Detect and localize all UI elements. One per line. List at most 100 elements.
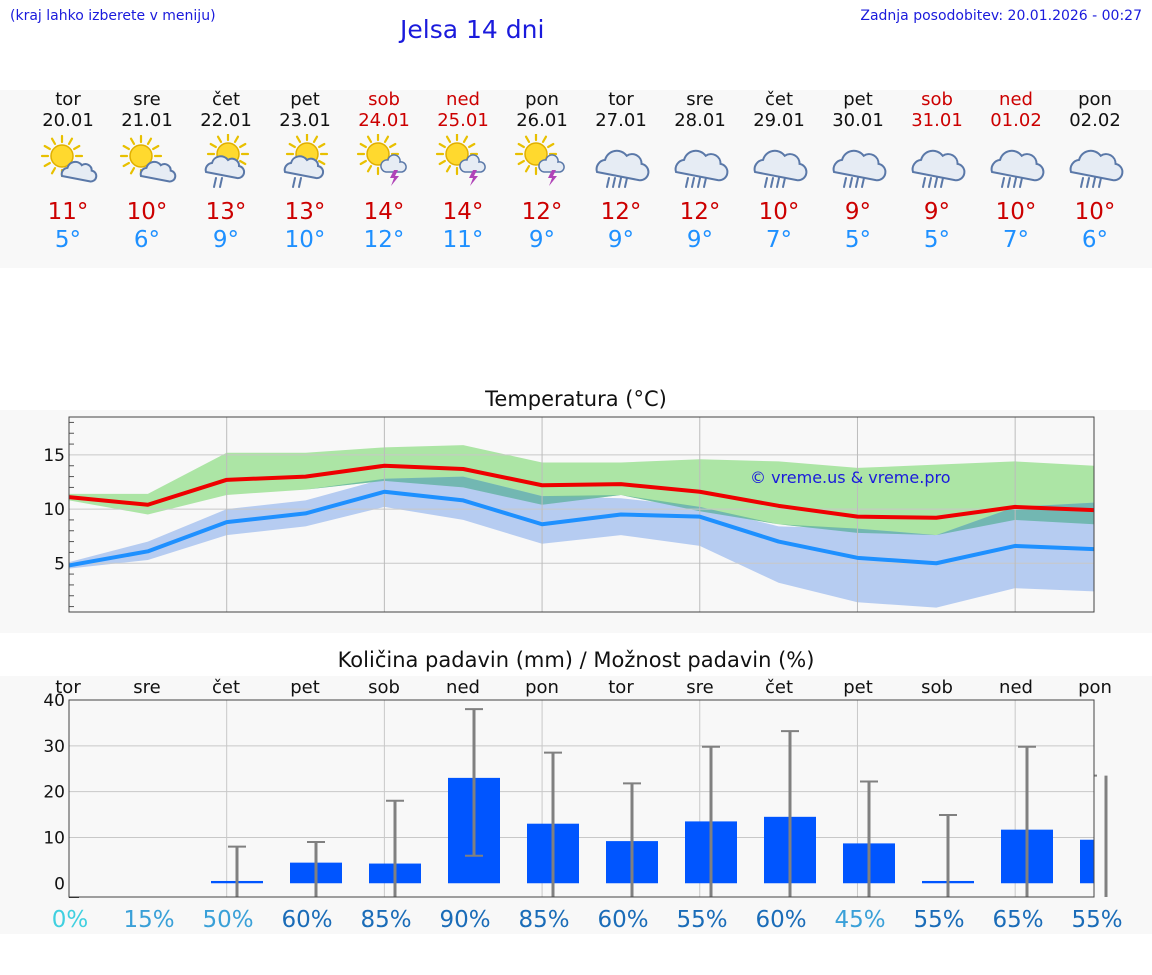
day-column[interactable]: pon 02.02 10° 6° (1055, 90, 1135, 254)
min-temperature-line (68, 489, 1095, 568)
page-title: Jelsa 14 dni (400, 15, 545, 44)
day-date: 02.02 (1069, 110, 1121, 131)
precip-probability: 50% (202, 907, 253, 933)
y-tick-label: 5 (54, 554, 65, 574)
day-label: sob (368, 677, 400, 698)
day-column[interactable]: tor 27.01 12° 9° (581, 90, 661, 254)
day-column[interactable]: pon 26.01 12° 9° (502, 90, 582, 254)
sun-rain-icon (275, 132, 335, 194)
day-label: čet (212, 677, 240, 698)
precip-probability: 85% (360, 907, 411, 933)
max-temperature: 10° (1074, 199, 1116, 225)
max-temperature: 12° (679, 199, 721, 225)
y-tick-label: 0 (54, 874, 65, 894)
day-name: pet (290, 89, 320, 110)
day-column[interactable]: čet 22.01 13° 9° (186, 90, 266, 254)
max-temperature: 10° (758, 199, 800, 225)
day-date: 28.01 (674, 110, 726, 131)
day-name: pon (525, 89, 559, 110)
precip-probability: 55% (676, 907, 727, 933)
day-label: sob (921, 677, 953, 698)
precip-probability: 65% (992, 907, 1043, 933)
y-tick-label: 10 (43, 500, 65, 520)
max-temperature: 14° (442, 199, 484, 225)
precipitation-chart-title: Količina padavin (mm) / Možnost padavin … (337, 648, 815, 672)
day-column[interactable]: pet 30.01 9° 5° (818, 90, 898, 254)
rain-cloud-icon (591, 134, 651, 194)
day-name: sob (921, 89, 953, 110)
max-temperature: 14° (363, 199, 405, 225)
day-label: sre (133, 677, 160, 698)
day-label: pet (843, 677, 873, 698)
min-temperature: 11° (442, 227, 484, 253)
day-date: 29.01 (753, 110, 805, 131)
sun-rain-icon (196, 132, 256, 194)
min-temperature: 5° (923, 227, 951, 253)
day-column[interactable]: čet 29.01 10° 7° (739, 90, 819, 254)
plot-frame (68, 416, 1095, 613)
day-date: 22.01 (200, 110, 252, 131)
y-tick-label: 15 (43, 446, 65, 466)
min-temperature: 7° (765, 227, 793, 253)
precip-probability: 15% (123, 907, 174, 933)
min-temperature: 5° (54, 227, 82, 253)
day-date: 25.01 (437, 110, 489, 131)
day-column[interactable]: sob 24.01 14° 12° (344, 90, 424, 254)
temperature-chart: 5 10 15 © vreme.us & vreme.pro (43, 416, 1095, 613)
rain-cloud-icon (828, 134, 888, 194)
day-label: čet (765, 677, 793, 698)
day-column[interactable]: sob 31.01 9° 5° (897, 90, 977, 254)
min-temperature: 7° (1002, 227, 1030, 253)
min-temperature: 6° (133, 227, 161, 253)
precip-probability: 55% (913, 907, 964, 933)
min-temperature: 9° (528, 227, 556, 253)
sun-thunder-icon (433, 132, 493, 194)
precip-probability: 85% (518, 907, 569, 933)
min-temperature: 9° (686, 227, 714, 253)
precip-probability: 60% (281, 907, 332, 933)
day-label: pon (525, 677, 559, 698)
plot-frame (68, 699, 1095, 898)
last-update-text: Zadnja posodobitev: 20.01.2026 - 00:27 (860, 8, 1142, 24)
sun-thunder-icon (512, 132, 572, 194)
day-label: ned (999, 677, 1033, 698)
day-column[interactable]: tor 20.01 11° 5° (28, 90, 108, 254)
day-date: 23.01 (279, 110, 331, 131)
day-name: tor (608, 89, 634, 110)
day-column[interactable]: ned 01.02 10° 7° (976, 90, 1056, 254)
sun-thunder-icon (354, 132, 414, 194)
day-label: tor (55, 677, 81, 698)
day-label: pet (290, 677, 320, 698)
day-column[interactable]: sre 21.01 10° 6° (107, 90, 187, 254)
day-date: 21.01 (121, 110, 173, 131)
day-column[interactable]: ned 25.01 14° 11° (423, 90, 503, 254)
max-temperature: 13° (284, 199, 326, 225)
day-date: 31.01 (911, 110, 963, 131)
day-label: pon (1078, 677, 1112, 698)
y-tick-label: 10 (43, 828, 65, 848)
day-name: sre (133, 89, 161, 110)
temperature-chart-title: Temperatura (°C) (485, 387, 667, 411)
min-temperature: 9° (212, 227, 240, 253)
min-temperature: 10° (284, 227, 326, 253)
min-temperature: 6° (1081, 227, 1109, 253)
location-hint-link[interactable]: (kraj lahko izberete v meniju) (10, 8, 216, 24)
precip-probability: 45% (834, 907, 885, 933)
day-label: tor (608, 677, 634, 698)
rain-cloud-icon (907, 134, 967, 194)
precip-probability: 55% (1071, 907, 1122, 933)
day-name: sob (368, 89, 400, 110)
day-date: 30.01 (832, 110, 884, 131)
precipitation-panel: 0 10 20 30 40 tor sre čet pet sob ned pon tor sre čet p… (0, 676, 1152, 934)
day-column[interactable]: pet 23.01 13° 10° (265, 90, 345, 254)
max-temperature: 9° (923, 199, 951, 225)
day-label: sre (686, 677, 713, 698)
min-temperature: 5° (844, 227, 872, 253)
day-column[interactable]: sre 28.01 12° 9° (660, 90, 740, 254)
rain-cloud-icon (670, 134, 730, 194)
precip-probability: 90% (439, 907, 490, 933)
sun-cloud-icon (117, 134, 177, 194)
day-name: ned (446, 89, 480, 110)
day-date: 20.01 (42, 110, 94, 131)
